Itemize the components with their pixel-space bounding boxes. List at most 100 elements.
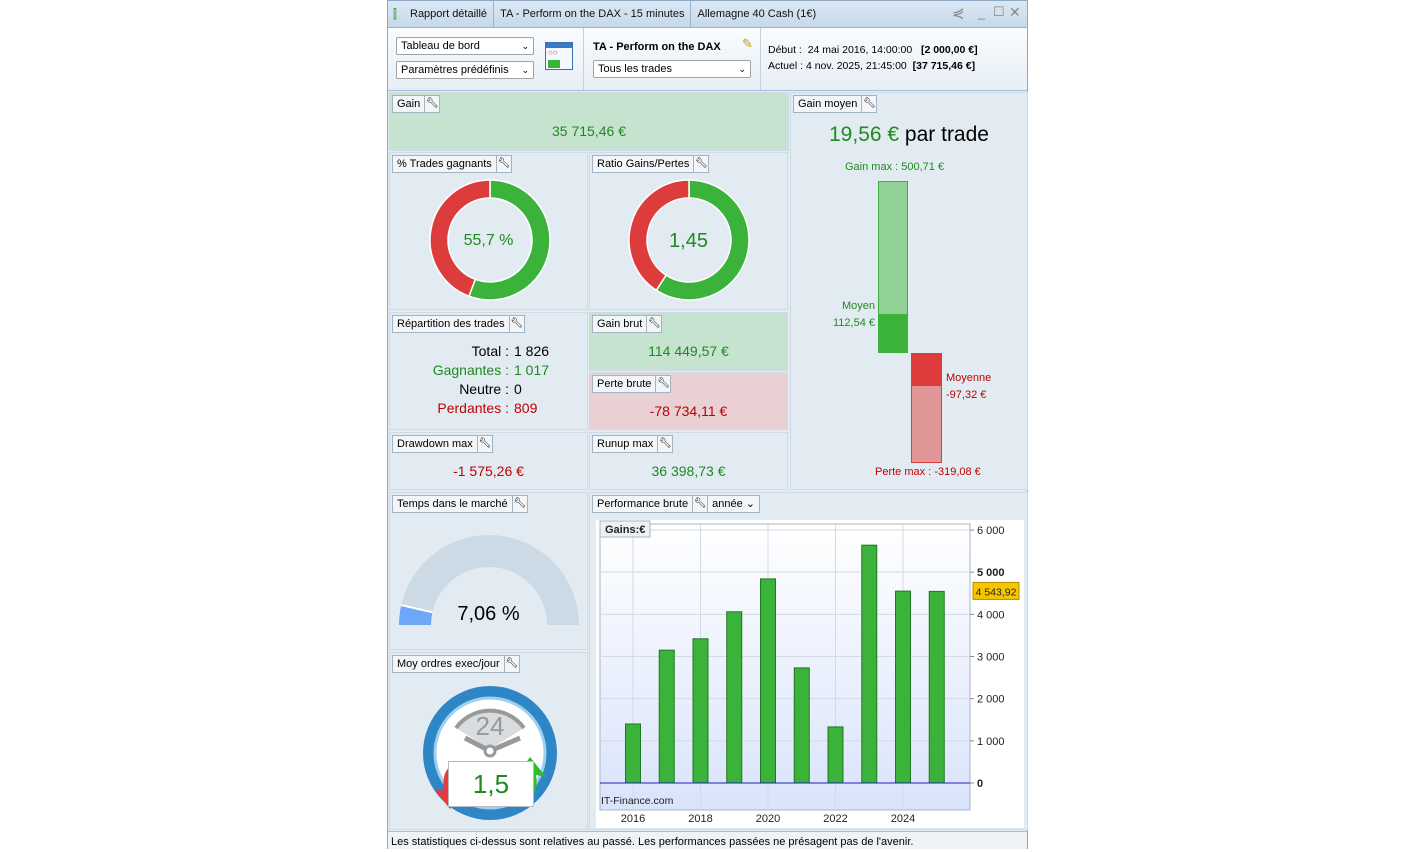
- donut-green-segment: [655, 179, 750, 301]
- y-tick-label: 3 000: [977, 652, 1005, 664]
- runup-panel: Runup max 🔧︎ 36 398,73 €: [589, 432, 788, 490]
- wrench-icon[interactable]: 🔧︎: [693, 156, 708, 172]
- wrench-icon[interactable]: 🔧︎: [657, 436, 672, 452]
- tab-label: Allemagne 40 Cash (1€): [697, 8, 817, 20]
- win-rate-value: 55,7 %: [463, 232, 514, 249]
- last-value-badge: [972, 581, 1020, 600]
- y-tick-label: 6 000: [977, 525, 1005, 537]
- bar-2025: [928, 590, 945, 784]
- row-label: Neutre :: [459, 381, 509, 397]
- wrench-icon[interactable]: 🔧︎: [692, 496, 707, 512]
- bar-2017: [658, 649, 675, 784]
- close-icon[interactable]: ✕: [1009, 4, 1021, 20]
- maximize-icon[interactable]: ☐: [993, 4, 1005, 19]
- last-value-label: 4 543,92: [976, 586, 1017, 598]
- report-window: ⫿ Rapport détaillé TA - Perform on the D…: [387, 0, 1028, 849]
- market-time-value: 7,06 %: [457, 603, 520, 625]
- strategy-name: TA - Perform on the DAX: [593, 41, 721, 53]
- avg-win-label: Moyen 112,54 €: [832, 300, 875, 330]
- bar-2024: [895, 590, 911, 784]
- loss-max-bar: [911, 353, 942, 463]
- row-value: 1 017: [514, 362, 550, 378]
- orders-value: 1,5: [448, 761, 534, 807]
- avg-gain-headline: 19,56 € par trade: [829, 123, 989, 146]
- performance-chart: 0 1 000 2 000 3 000 4 000 5 000 6 000 2016 2018 2…: [596, 520, 1024, 828]
- tab-instrument[interactable]: Allemagne 40 Cash (1€): [691, 1, 822, 27]
- edit-pencil-icon[interactable]: ✎: [742, 36, 753, 51]
- tab-strategy[interactable]: TA - Perform on the DAX - 15 minutes: [494, 1, 692, 27]
- distribution-row: Perdantes : 809: [390, 400, 589, 419]
- wrench-icon[interactable]: 🔧︎: [511, 496, 527, 512]
- plot-area: [599, 523, 971, 811]
- chart-title: Gains:€: [605, 524, 645, 536]
- chart-title-box: [599, 520, 651, 538]
- drawdown-panel: Drawdown max 🔧︎ -1 575,26 €: [389, 432, 588, 490]
- market-time-panel: Temps dans le marché 🔧︎ 7,06 %: [389, 492, 588, 650]
- gain-value: 35 715,46 €: [552, 123, 626, 139]
- gauge-track: [399, 535, 579, 625]
- distribution-row: Neutre : 0: [390, 381, 589, 400]
- loss-max-label: Perte max : -319,08 €: [875, 466, 981, 478]
- ratio-value: 1,45: [669, 230, 708, 252]
- wrench-icon[interactable]: 🔧︎: [424, 96, 439, 112]
- avg-loss-label: Moyenne -97,32 €: [946, 372, 992, 402]
- gross-gain-panel: Gain brut 🔧︎ 114 449,57 €: [589, 312, 788, 371]
- wrench-icon[interactable]: 🔧︎: [476, 436, 492, 452]
- settings-report-icon[interactable]: ○○: [545, 42, 573, 70]
- bar-2019: [726, 611, 743, 784]
- wrench-icon[interactable]: 🔧︎: [503, 656, 519, 672]
- wrench-icon[interactable]: 🔧︎: [646, 316, 661, 332]
- orders-panel: Moy ordres exec/jour 🔧︎ 24 1,5: [389, 652, 588, 830]
- gauge-fill: [399, 605, 433, 625]
- donut-red-segment: [429, 179, 491, 298]
- win-rate-panel: % Trades gagnants 🔧︎ 55,7 %: [389, 152, 588, 310]
- ratio-panel: Ratio Gains/Pertes 🔧︎ 1,45: [589, 152, 788, 310]
- distribution-row: Gagnantes : 1 017: [390, 362, 589, 381]
- bar-2022: [827, 726, 844, 784]
- panel-header: Gain 🔧︎: [392, 95, 441, 113]
- wrench-icon[interactable]: 🔧︎: [655, 376, 670, 392]
- avg-loss-bar: [911, 353, 942, 387]
- bar-2016: [625, 723, 641, 784]
- bar-2018: [692, 638, 709, 784]
- tab-label: TA - Perform on the DAX - 15 minutes: [500, 8, 685, 20]
- gauge-divider: [400, 604, 433, 614]
- bar-2023: [861, 544, 878, 784]
- drawdown-value: -1 575,26 €: [453, 463, 524, 479]
- period-select[interactable]: année ⌄: [707, 496, 759, 512]
- wrench-icon[interactable]: 🔧︎: [508, 316, 524, 332]
- wrench-icon[interactable]: 🔧︎: [495, 156, 511, 172]
- preset-select[interactable]: Paramètres prédéfinis ⌄: [396, 61, 534, 79]
- watermark: IT-Finance.com: [601, 795, 674, 807]
- minimize-icon[interactable]: _: [978, 5, 986, 20]
- bar-2021: [793, 667, 810, 784]
- avg-gain-panel: Gain moyen 🔧︎ 19,56 € par trade Gain max …: [790, 92, 1028, 490]
- view-select[interactable]: Tableau de bord ⌄: [396, 37, 534, 55]
- gross-loss-panel: Perte brute 🔧︎ -78 734,11 €: [589, 372, 788, 430]
- y-tick-label: 5 000: [977, 567, 1005, 579]
- disclaimer-footer: Les statistiques ci-dessus sont relative…: [388, 831, 1027, 849]
- tab-strip: ⫿ Rapport détaillé TA - Perform on the D…: [388, 1, 822, 27]
- x-tick-label: 2016: [621, 813, 645, 825]
- win-rate-donut: [429, 179, 551, 301]
- clock-label: 24: [476, 711, 505, 741]
- gross-gain-value: 114 449,57 €: [648, 343, 729, 359]
- bar-2020: [760, 578, 776, 784]
- wrench-icon[interactable]: 🔧︎: [861, 96, 876, 112]
- trades-filter-select[interactable]: Tous les trades ⌄: [593, 60, 751, 78]
- row-value: 1 826: [514, 343, 550, 359]
- row-label: Perdantes :: [437, 400, 509, 416]
- tab-label: Rapport détaillé: [410, 8, 488, 20]
- y-tick-label: 2 000: [977, 694, 1005, 706]
- gain-max-label: Gain max : 500,71 €: [845, 161, 945, 173]
- distribution-row: Total : 1 826: [390, 343, 589, 362]
- market-time-gauge: [399, 535, 579, 625]
- x-tick-label: 2018: [688, 813, 712, 825]
- donut-red-segment: [628, 179, 690, 292]
- tab-detailed-report[interactable]: ⫿ Rapport détaillé: [388, 1, 495, 27]
- x-tick-label: 2024: [891, 813, 915, 825]
- current-info: Actuel : 4 nov. 2025, 21:45:00 [37 715,4…: [768, 60, 976, 72]
- share-icon[interactable]: ⋞: [952, 5, 965, 22]
- x-tick-label: 2022: [823, 813, 847, 825]
- toolbar: Tableau de bord ⌄ Paramètres prédéfinis ⌄ …: [388, 28, 1027, 91]
